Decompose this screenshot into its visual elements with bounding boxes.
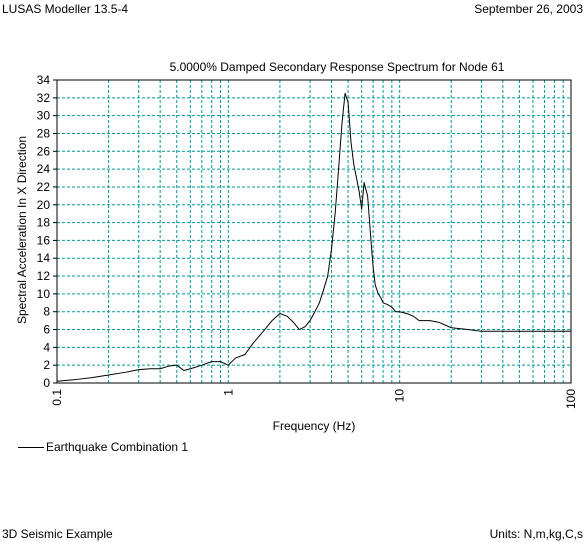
x-tick-label: 100	[564, 389, 578, 409]
y-tick-label: 4	[43, 340, 50, 354]
y-tick-label: 28	[37, 126, 51, 140]
report-date: September 26, 2003	[474, 2, 583, 16]
y-tick-label: 20	[37, 198, 51, 212]
y-tick-label: 6	[43, 323, 50, 337]
plot-frame	[56, 79, 572, 384]
chart-series-layer	[56, 92, 571, 382]
y-tick-label: 12	[37, 269, 51, 283]
units-label: Units: N,m,kg,C,s	[489, 527, 583, 541]
chart-grid	[57, 80, 571, 383]
y-tick-label: 32	[37, 91, 51, 105]
y-tick-label: 2	[43, 358, 50, 372]
y-axis-label: Spectral Acceleration In X Direction	[15, 136, 29, 324]
y-tick-label: 24	[37, 162, 51, 176]
y-tick-label: 8	[43, 305, 50, 319]
y-tick-label: 14	[37, 251, 51, 265]
x-tick-label: 1	[221, 389, 235, 396]
y-tick-label: 34	[37, 73, 51, 87]
y-tick-label: 22	[37, 180, 51, 194]
legend-label-earthquake-combination-1: Earthquake Combination 1	[46, 440, 189, 454]
model-name: 3D Seismic Example	[2, 527, 113, 541]
legend-line-swatch	[18, 447, 44, 448]
x-tick-label: 10	[393, 389, 407, 403]
chart-title: 5.0000% Damped Secondary Response Spectr…	[170, 60, 505, 74]
app-title: LUSAS Modeller 13.5-4	[2, 2, 129, 16]
x-axis-label: Frequency (Hz)	[273, 419, 356, 433]
y-tick-label: 10	[37, 287, 51, 301]
x-axis-ticks: 0.1 1 10 100	[50, 389, 578, 409]
y-tick-label: 0	[43, 376, 50, 390]
y-tick-label: 18	[37, 216, 51, 230]
y-tick-label: 16	[37, 233, 51, 247]
series-line-1	[56, 92, 571, 382]
y-tick-label: 26	[37, 144, 51, 158]
x-tick-label: 0.1	[50, 389, 64, 406]
y-tick-label: 30	[37, 109, 51, 123]
